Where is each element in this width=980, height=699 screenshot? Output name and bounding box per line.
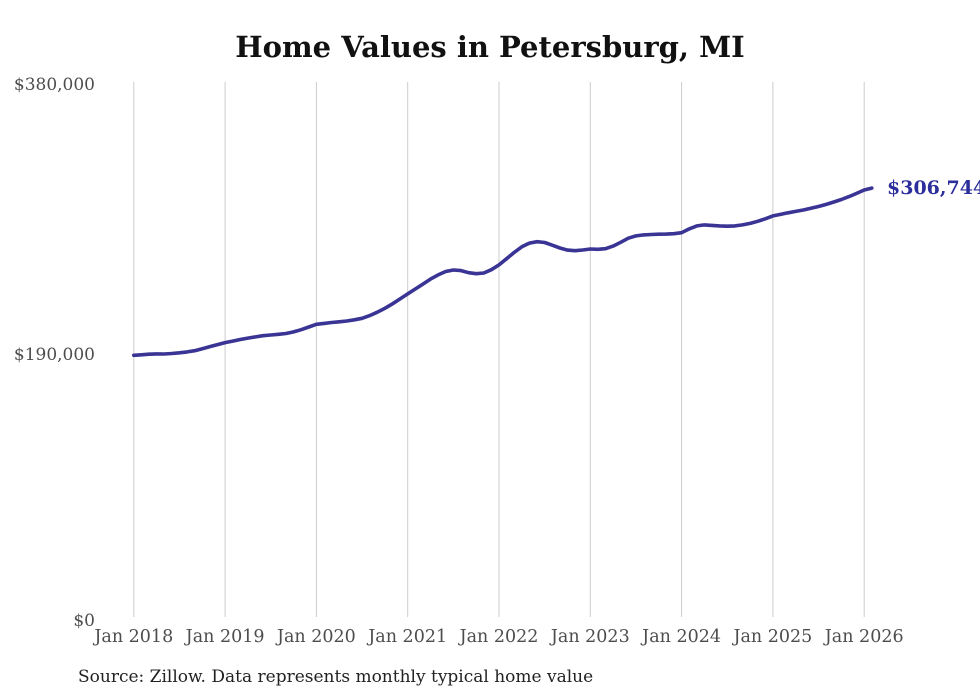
y-axis-tick-0: $0 [73,611,95,631]
x-axis-tick-label: Jan 2023 [550,627,630,647]
source-note: Source: Zillow. Data represents monthly … [78,667,594,687]
x-axis-tick-label: Jan 2018 [94,627,174,647]
x-axis-tick-label: Jan 2019 [185,627,265,647]
chart-title: Home Values in Petersburg, MI [235,30,745,64]
final-value-label: $306,744 [887,177,980,199]
y-axis-tick-380000: $380,000 [13,75,95,95]
x-axis-tick-label: Jan 2024 [642,627,722,647]
x-axis-tick-label: Jan 2025 [733,627,813,647]
x-axis-tick-label: Jan 2026 [824,627,904,647]
y-axis-tick-190000: $190,000 [13,345,95,365]
x-axis-tick-label: Jan 2021 [368,627,448,647]
home-value-line [132,186,874,358]
x-axis-tick-label: Jan 2022 [459,627,539,647]
x-axis-tick-label: Jan 2020 [276,627,356,647]
